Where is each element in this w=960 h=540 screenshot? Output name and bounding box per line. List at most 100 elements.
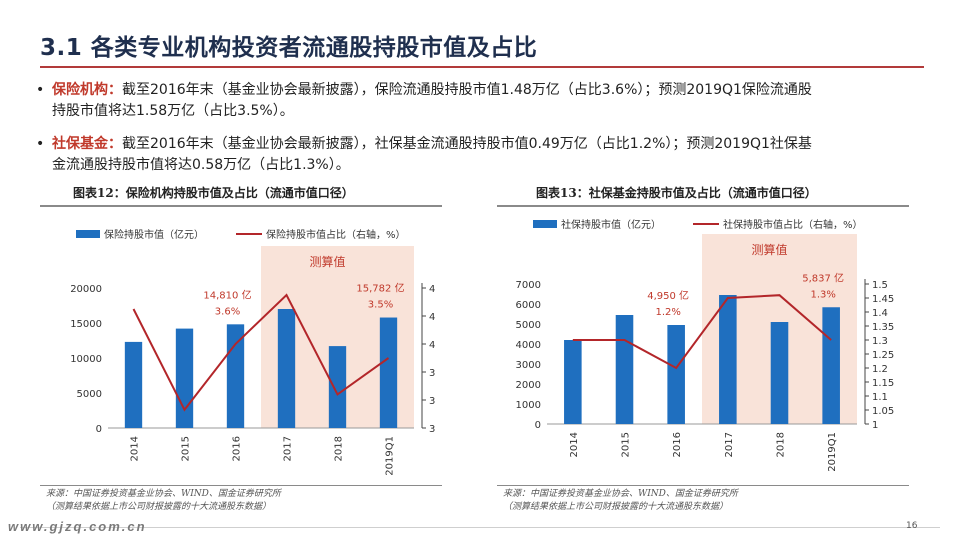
y2-tick-label: 1.2: [872, 364, 888, 375]
figure-12-rule: [40, 205, 442, 207]
y-tick-label: 20000: [70, 284, 102, 295]
x-tick-label: 2018: [334, 436, 345, 461]
y2-tick-label: 1.4: [872, 308, 888, 319]
y-tick-label: 10000: [70, 354, 102, 365]
y-tick-label: 15000: [70, 319, 102, 330]
bar-2014: [124, 341, 143, 428]
y2-tick-label: 3: [429, 368, 435, 379]
x-tick-label: 2017: [724, 432, 735, 457]
annotation-value: 5,837 亿: [802, 271, 844, 284]
y2-tick-label: 1.25: [872, 350, 894, 361]
bullet-dot-icon: •: [36, 136, 45, 152]
y2-tick-label: 3: [429, 396, 435, 407]
figure-13-title: 图表13：社保基金持股市值及占比（流通市值口径）: [536, 186, 817, 200]
bullet-text-cont: 持股市值将达1.58万亿（占比3.5%）。: [52, 103, 294, 119]
y-tick-label: 0: [535, 420, 541, 431]
bar-2018: [328, 346, 347, 428]
forecast-label: 测算值: [751, 242, 787, 257]
forecast-label: 测算值: [309, 254, 345, 269]
bullet-text: 截至2016年末（基金业协会最新披露），保险流通股持股市值1.48万亿（占比3.…: [122, 82, 812, 98]
y2-tick-label: 1.05: [872, 406, 894, 417]
legend-label-bar: 保险持股市值（亿元）: [104, 228, 204, 241]
x-tick-label: 2018: [776, 432, 787, 457]
annotation-pct: 3.6%: [215, 306, 240, 317]
bullet-dot-icon: •: [36, 82, 45, 98]
source-line: （测算结果依据上市公司财报披露的十大流通股东数据）: [46, 502, 272, 512]
y-tick-label: 0: [96, 424, 102, 435]
annotation-value: 14,810 亿: [203, 288, 251, 301]
source-line: （测算结果依据上市公司财报披露的十大流通股东数据）: [503, 502, 729, 512]
x-tick-label: 2016: [232, 436, 243, 461]
bar-2017: [719, 295, 737, 424]
annotation-pct: 1.3%: [810, 289, 835, 300]
bar-2015: [615, 315, 634, 424]
site-watermark: www.gjzq.com.cn: [8, 519, 147, 534]
source-line: 来源：中国证券投资基金业协会、WIND、国金证券研究所: [46, 489, 281, 499]
bullet-text-cont: 金流通股持股市值将达0.58万亿（占比1.3%）。: [52, 157, 350, 173]
y2-tick-label: 1: [872, 420, 878, 431]
legend-swatch-bar: [533, 220, 557, 228]
x-tick-label: 2019Q1: [827, 432, 838, 472]
y2-tick-label: 1.1: [872, 392, 888, 403]
title-underline: [40, 66, 924, 68]
x-tick-label: 2015: [621, 432, 632, 457]
bullet-label: 保险机构：: [52, 82, 122, 98]
annotation-pct: 3.5%: [368, 300, 393, 311]
bar-2016: [226, 324, 245, 428]
legend-swatch-bar: [76, 230, 100, 238]
legend-label-line: 保险持股市值占比（右轴，%）: [266, 228, 406, 241]
y-tick-label: 3000: [516, 360, 541, 371]
figure-13-rule: [497, 205, 909, 207]
x-tick-label: 2015: [181, 436, 192, 461]
pct-line: [132, 293, 390, 412]
bar-2017: [277, 309, 296, 428]
figure-12-title: 图表12：保险机构持股市值及占比（流通市值口径）: [73, 186, 354, 200]
y2-tick-label: 4: [429, 284, 435, 295]
x-tick-label: 2014: [130, 436, 141, 461]
legend-label-line: 社保持股市值占比（右轴，%）: [723, 218, 863, 231]
y2-tick-label: 1.15: [872, 378, 894, 389]
y-tick-label: 5000: [516, 320, 541, 331]
x-tick-label: 2017: [283, 436, 294, 461]
y-tick-label: 4000: [516, 340, 541, 351]
bar-2015: [175, 328, 194, 428]
y2-tick-label: 4: [429, 312, 435, 323]
annotation-value: 4,950 亿: [647, 289, 689, 302]
annotation-value: 15,782 亿: [356, 282, 404, 295]
bar-2014: [564, 340, 582, 424]
x-tick-label: 2016: [672, 432, 683, 457]
y2-tick-label: 1.5: [872, 280, 888, 291]
chart-social-security: 测算值 社保持股市值（亿元） 社保持股市值占比（右轴，%） 0 1000 2000 3000…: [516, 218, 895, 472]
y-tick-label: 1000: [516, 400, 541, 411]
bullet-text: 截至2016年末（基金业协会最新披露），社保基金流通股持股市值0.49万亿（占比…: [122, 136, 812, 152]
footer-rule: [20, 527, 940, 528]
bullet-insurance: • 保险机构：截至2016年末（基金业协会最新披露），保险流通股持股市值1.48…: [36, 80, 936, 122]
y-tick-label: 2000: [516, 380, 541, 391]
y-tick-label: 7000: [516, 280, 541, 291]
y-tick-label: 6000: [516, 300, 541, 311]
bar-2019Q1: [822, 307, 840, 424]
figure-12-bottom-rule: [40, 485, 442, 486]
bullet-social-security: • 社保基金：截至2016年末（基金业协会最新披露），社保基金流通股持股市值0.…: [36, 134, 936, 176]
y2-tick-label: 3: [429, 424, 435, 435]
page-title: 3.1 各类专业机构投资者流通股持股市值及占比: [40, 35, 538, 61]
y2-tick-label: 1.45: [872, 294, 894, 305]
legend-label-bar: 社保持股市值（亿元）: [561, 218, 661, 231]
figure-12-source: 来源：中国证券投资基金业协会、WIND、国金证券研究所 （测算结果依据上市公司财…: [46, 488, 281, 514]
x-tick-label: 2014: [569, 432, 580, 457]
x-tick-label: 2019Q1: [385, 436, 396, 476]
bar-2018: [770, 322, 789, 424]
figure-13-source: 来源：中国证券投资基金业协会、WIND、国金证券研究所 （测算结果依据上市公司财…: [503, 488, 738, 514]
figure-13-bottom-rule: [497, 485, 909, 486]
y2-tick-label: 1.3: [872, 336, 888, 347]
bullet-label: 社保基金：: [52, 136, 122, 152]
y-tick-label: 5000: [77, 389, 102, 400]
source-line: 来源：中国证券投资基金业协会、WIND、国金证券研究所: [503, 489, 738, 499]
bar-2019Q1: [379, 317, 398, 428]
y2-tick-label: 4: [429, 340, 435, 351]
annotation-pct: 1.2%: [655, 307, 680, 318]
pct-line: [572, 294, 832, 370]
page-number: 16: [906, 521, 918, 531]
y2-tick-label: 1.35: [872, 322, 894, 333]
chart-insurance: 测算值 保险持股市值（亿元） 保险持股市值占比（右轴，%） 0 5000 10000 150…: [70, 228, 435, 476]
